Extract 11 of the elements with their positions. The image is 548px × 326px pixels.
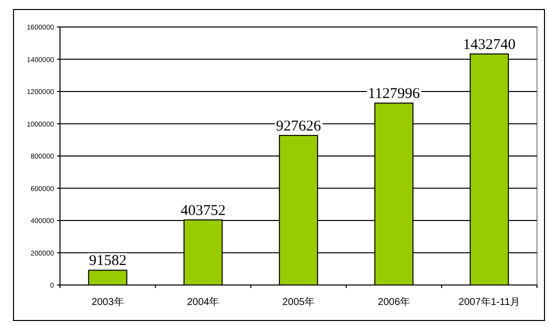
x-tick-label: 2003年 <box>92 296 124 308</box>
data-label: 1127996 <box>368 86 420 102</box>
x-tick-label: 2006年 <box>378 296 410 308</box>
x-tick-label: 2005年 <box>282 296 315 308</box>
data-label: 927626 <box>276 118 322 134</box>
data-label: 1432740 <box>463 36 516 53</box>
x-tick-label: 2007年1-11月 <box>458 296 520 308</box>
x-tick-label: 2004年 <box>186 296 220 308</box>
bar <box>88 270 128 286</box>
data-label: 403752 <box>180 202 226 219</box>
data-label: 91582 <box>88 253 126 270</box>
